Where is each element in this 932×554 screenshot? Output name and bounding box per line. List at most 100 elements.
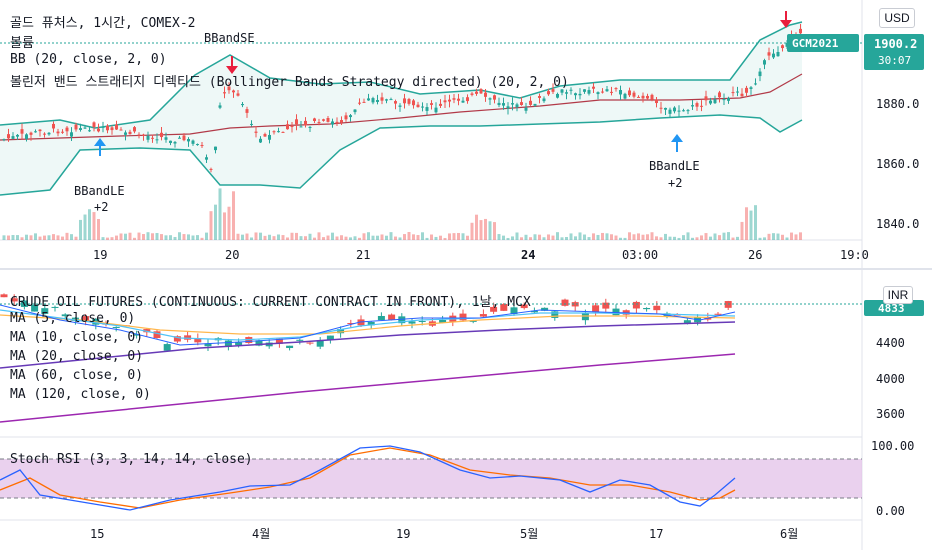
volume-bar (736, 236, 739, 240)
bollinger-band-fill (0, 22, 802, 195)
candle-body (439, 103, 442, 106)
last-price-value: 1900.2 (874, 37, 917, 51)
candle-body (497, 102, 501, 106)
volume-bar (632, 234, 636, 240)
candle-body (500, 303, 508, 311)
candle-body (583, 89, 586, 92)
volume-bar (560, 237, 564, 240)
ma10-line (0, 309, 736, 341)
volume-bar (601, 232, 604, 240)
candle-body (655, 99, 658, 104)
candle-body (466, 97, 469, 102)
candle-body (97, 128, 100, 132)
candle-body (286, 124, 289, 130)
x-tick-label: 20 (225, 248, 239, 262)
x-tick-label: 19:0 (840, 248, 869, 262)
candle-body (541, 307, 549, 311)
volume-bar (263, 235, 267, 240)
ma60-label[interactable]: MA (60, close, 0) (10, 368, 144, 383)
x-tick-label: 26 (748, 248, 762, 262)
stoch-k-line (0, 445, 736, 511)
volume-bar (56, 235, 60, 240)
candle-body (502, 103, 505, 106)
candle-body (160, 132, 163, 138)
volume-bar (106, 237, 109, 240)
candle-body (52, 123, 55, 129)
volume-bar (326, 235, 330, 240)
volume-bar (412, 234, 415, 240)
candle-body (767, 52, 771, 56)
y-tick-label: 100.00 (871, 439, 914, 453)
x-tick-label: 5월 (520, 527, 538, 541)
candle-body (218, 105, 222, 108)
currency-button[interactable]: USD (879, 8, 915, 28)
volume-bar (781, 234, 784, 240)
candle-body (538, 96, 541, 98)
candle-body (385, 99, 388, 101)
currency-button[interactable]: INR (883, 286, 913, 304)
volume-bar (416, 235, 420, 240)
ma20-label[interactable]: MA (20, close, 0) (10, 349, 144, 364)
candle-body (0, 294, 8, 298)
ma10-label[interactable]: MA (10, close, 0) (10, 330, 144, 345)
ma5-label[interactable]: MA (5, close, 0) (10, 311, 136, 326)
volume-indicator-label[interactable]: 볼륨 (10, 36, 34, 51)
short-entry-arrow-icon (226, 56, 238, 74)
candle-body (418, 321, 426, 323)
candle-body (191, 140, 195, 144)
volume-bar (718, 235, 721, 240)
stoch-rsi-label[interactable]: Stoch RSI (3, 3, 14, 14, close) (10, 452, 253, 467)
candle-body (772, 53, 775, 58)
candle-body (416, 104, 420, 108)
chart-title[interactable]: 골드 퓨처스, 1시간, COMEX-2 (10, 16, 196, 31)
candle-body (718, 92, 721, 98)
volume-bar (187, 234, 190, 240)
candle-body (686, 110, 690, 112)
y-tick-label: 4000 (876, 372, 905, 386)
x-tick-label: 17 (649, 527, 663, 541)
signal-label-short: BBandSE (204, 31, 255, 45)
volume-bar (574, 236, 577, 240)
bb-indicator-label[interactable]: BB (20, close, 2, 0) (10, 52, 167, 67)
volume-bar (173, 236, 177, 240)
candle-body (637, 96, 640, 98)
volume-bar (299, 236, 303, 240)
y-tick-label: 3600 (876, 407, 905, 421)
volume-bar (754, 205, 757, 240)
volume-bar (160, 234, 163, 240)
candle-body (124, 132, 127, 135)
candle-body (326, 335, 334, 340)
volume-bar (695, 237, 699, 240)
volume-bar (538, 234, 541, 240)
candle-body (317, 122, 321, 124)
volume-bar (268, 234, 271, 240)
candle-body (398, 105, 402, 107)
volume-bar (119, 233, 123, 240)
chart-title[interactable]: CRUDE OIL FUTURES (CONTINUOUS: CURRENT C… (10, 295, 531, 310)
volume-bar (101, 237, 105, 240)
candle-body (133, 334, 141, 336)
candle-body (430, 103, 433, 105)
volume-bar (389, 232, 393, 240)
candle-body (484, 92, 487, 97)
volume-bar (551, 235, 555, 240)
volume-bar (191, 235, 195, 240)
candle-body (29, 132, 33, 135)
volume-bar (286, 237, 289, 240)
volume-bar (376, 235, 379, 240)
candle-body (92, 122, 96, 128)
volume-bar (209, 211, 213, 240)
candle-body (510, 307, 518, 315)
volume-bar (497, 234, 501, 240)
volume-bar (686, 232, 690, 240)
ma120-label[interactable]: MA (120, close, 0) (10, 387, 151, 402)
volume-bar (430, 234, 433, 240)
candle-body (421, 106, 424, 108)
volume-bar (533, 234, 537, 240)
candle-body (650, 94, 654, 100)
candle-body (65, 127, 69, 132)
volume-bar (344, 236, 348, 240)
strategy-indicator-label[interactable]: 볼린저 밴드 스트래티지 디렉티드 (Bollinger Bands Strat… (10, 75, 569, 90)
volume-bar (475, 214, 478, 240)
